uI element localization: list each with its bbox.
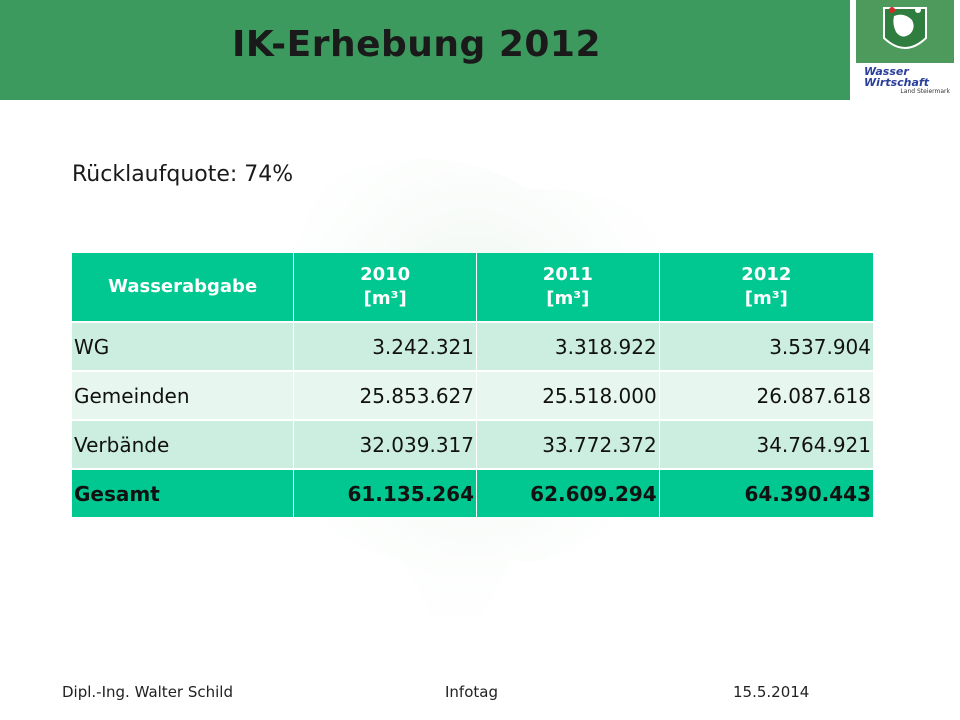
cell-2010: 32.039.317 [293, 419, 477, 469]
cell-2011: 3.318.922 [476, 321, 660, 371]
footer-event: Infotag [445, 683, 498, 701]
header-2010: 2010 [m³] [293, 253, 477, 322]
header-2012: 2012 [m³] [659, 253, 873, 322]
coat-of-arms-icon [856, 0, 954, 63]
cell-2012: 26.087.618 [659, 370, 873, 420]
row-label: WG [72, 321, 295, 371]
cell-2011: 62.609.294 [476, 468, 660, 517]
cell-2011: 25.518.000 [476, 370, 660, 420]
water-supply-table: Wasserabgabe 2010 [m³] 2011 [m³] 2012 [m³] … [72, 253, 873, 517]
footer-date: 15.5.2014 [733, 683, 810, 701]
cell-2011: 33.772.372 [476, 419, 660, 469]
cell-2010: 25.853.627 [293, 370, 477, 420]
table-row: WG 3.242.321 3.318.922 3.537.904 [72, 321, 873, 371]
cell-2010: 3.242.321 [293, 321, 477, 371]
table-row: Gemeinden 25.853.627 25.518.000 26.087.6… [72, 370, 873, 420]
row-label: Gesamt [72, 468, 295, 517]
header-bar [0, 0, 960, 100]
row-label: Gemeinden [72, 370, 295, 420]
table-row: Verbände 32.039.317 33.772.372 34.764.92… [72, 419, 873, 469]
footer-author: Dipl.-Ing. Walter Schild [62, 683, 233, 701]
wasserwirtschaft-logo: Wasser Wirtschaft Land Steiermark [856, 66, 954, 98]
cell-2012: 64.390.443 [659, 468, 873, 517]
cell-2012: 3.537.904 [659, 321, 873, 371]
header-2011: 2011 [m³] [476, 253, 660, 322]
header-wasserabgabe: Wasserabgabe [72, 253, 295, 322]
logo-area: Wasser Wirtschaft Land Steiermark [850, 0, 960, 100]
row-label: Verbände [72, 419, 295, 469]
cell-2010: 61.135.264 [293, 468, 477, 517]
cell-2012: 34.764.921 [659, 419, 873, 469]
table-header-row: Wasserabgabe 2010 [m³] 2011 [m³] 2012 [m³] [72, 253, 873, 322]
table-total-row: Gesamt 61.135.264 62.609.294 64.390.443 [72, 468, 873, 517]
return-rate-text: Rücklaufquote: 74% [72, 162, 294, 187]
page-title: IK-Erhebung 2012 [232, 24, 602, 65]
